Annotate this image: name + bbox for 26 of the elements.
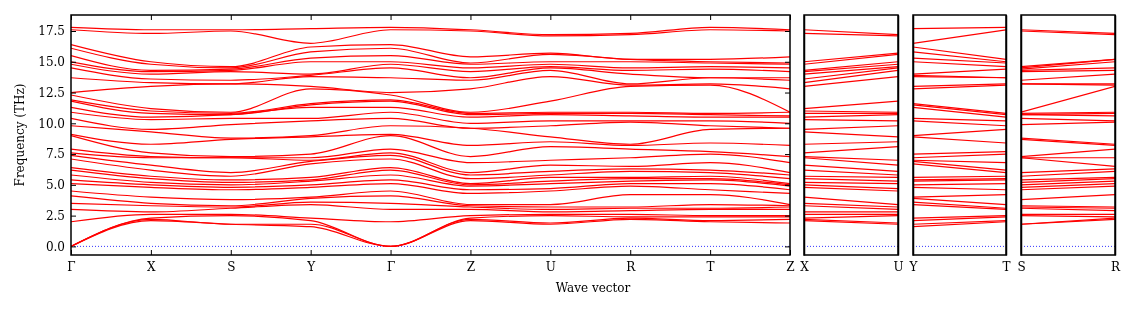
y-tick-label: 17.5 xyxy=(38,24,65,39)
x-tick-label: Y xyxy=(306,259,317,274)
x-tick-label: R xyxy=(1110,259,1121,274)
y-tick-label: 10.0 xyxy=(38,116,65,131)
y-tick-label: 15.0 xyxy=(38,55,65,70)
x-tick-label: U xyxy=(545,259,556,274)
x-tick-label: Z xyxy=(466,259,476,274)
x-tick-label: S xyxy=(227,259,236,274)
y-tick-label: 7.5 xyxy=(45,147,65,162)
x-tick-label: Z xyxy=(786,259,795,274)
x-tick-label: X xyxy=(147,259,157,274)
y-tick-label: 5.0 xyxy=(45,178,65,193)
y-tick-label: 12.5 xyxy=(38,85,65,100)
x-tick-label: T xyxy=(706,259,715,274)
x-tick-label: U xyxy=(893,259,904,274)
y-tick-label: 2.5 xyxy=(45,208,65,223)
y-axis-title: Frequency (THz) xyxy=(13,83,27,187)
x-tick-label: X xyxy=(800,259,810,274)
x-axis-title: Wave vector xyxy=(555,281,631,295)
y-tick-label: 0.0 xyxy=(45,239,65,254)
x-tick-label: Γ xyxy=(386,259,396,274)
x-tick-label: Γ xyxy=(67,259,76,274)
x-tick-label: Y xyxy=(908,259,919,274)
x-tick-label: S xyxy=(1017,259,1026,274)
x-tick-label: T xyxy=(1002,259,1011,274)
x-tick-label: R xyxy=(626,259,637,274)
